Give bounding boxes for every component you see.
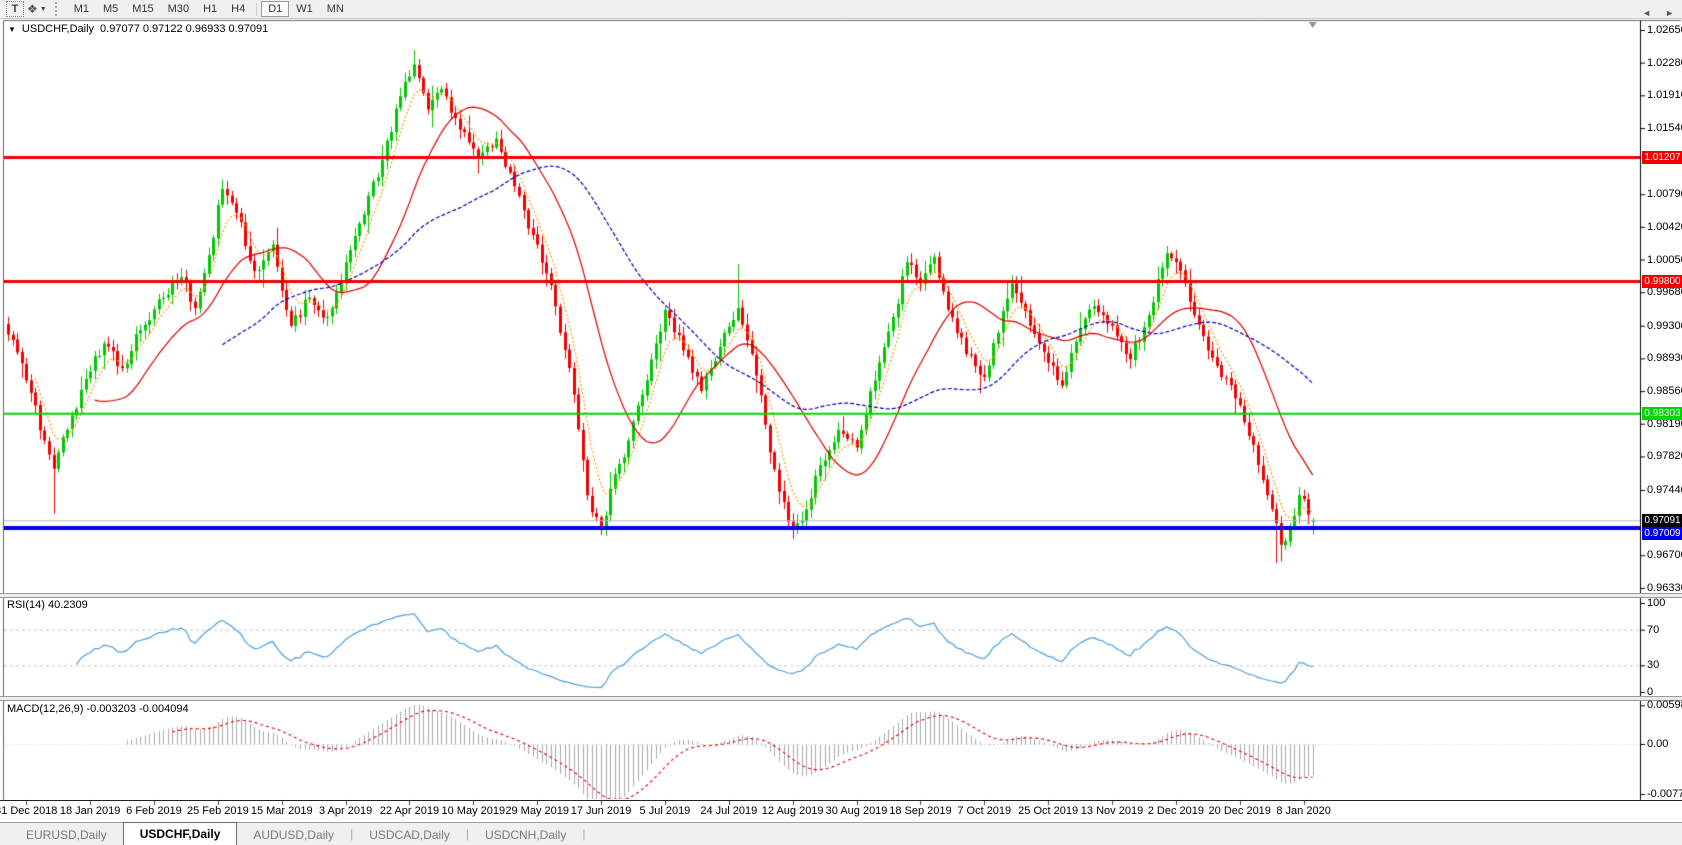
- ohlc-quote: 0.97077 0.97122 0.96933 0.97091: [100, 23, 269, 35]
- arrow-objects-button[interactable]: ❖ ▼: [26, 1, 48, 17]
- date-tick-label: 10 May 2019: [441, 805, 506, 817]
- macd-indicator-label: MACD(12,26,9) -0.003203 -0.004094: [7, 703, 189, 715]
- diamond-arrows-icon: ❖: [27, 2, 38, 16]
- timeframe-button-h4[interactable]: H4: [231, 3, 246, 15]
- price-tick-label: 1.00790: [1647, 188, 1682, 201]
- date-tick-label: 8 Jan 2020: [1276, 805, 1331, 817]
- date-tick-label: 24 Jul 2019: [700, 805, 758, 817]
- date-tick-label: 20 Dec 2019: [1208, 805, 1271, 817]
- date-tick-label: 25 Feb 2019: [186, 805, 249, 817]
- price-tick-label: 1.00420: [1647, 220, 1682, 233]
- panel-splitter-macd[interactable]: [0, 696, 1682, 701]
- rsi-indicator-label: RSI(14) 40.2309: [7, 599, 88, 611]
- timeframe-button-m5[interactable]: M5: [102, 3, 119, 15]
- date-tick-label: 31 Dec 2018: [0, 805, 58, 817]
- collapse-arrow-icon[interactable]: ▼: [8, 24, 16, 34]
- price-tick-label: 1.02650: [1647, 24, 1682, 36]
- date-tick-label: 15 Mar 2019: [250, 805, 313, 817]
- date-tick-label: 25 Oct 2019: [1018, 805, 1079, 817]
- macd-tick-label: 0.005986: [1647, 699, 1682, 712]
- timeframe-button-mn[interactable]: MN: [326, 3, 344, 15]
- date-tick-label: 18 Jan 2019: [59, 805, 121, 817]
- date-tick-label: 29 May 2019: [505, 805, 569, 817]
- panel-splitter-rsi[interactable]: [0, 593, 1682, 598]
- tab-separator: |: [465, 827, 469, 841]
- chart-tab-audusd[interactable]: AUDUSD,Daily: [253, 827, 335, 842]
- tab-scroll-left-icon[interactable]: ◄: [1642, 8, 1652, 18]
- date-tick-label: 22 Apr 2019: [379, 805, 440, 817]
- price-tick-label: 1.02280: [1647, 56, 1682, 69]
- tab-scroll-right-icon[interactable]: ►: [1665, 8, 1674, 18]
- chart-tab-bar: EURUSD,Daily USDCHF,Daily AUDUSD,Daily | USD…: [0, 822, 1682, 845]
- date-tick-label: 7 Oct 2019: [957, 805, 1012, 817]
- chart-tab-eurusd[interactable]: EURUSD,Daily: [26, 827, 107, 842]
- tab-scroll-buttons: ◄ ►: [1642, 8, 1674, 18]
- timeframe-button-h1[interactable]: H1: [203, 3, 218, 15]
- rsi-tick-label: 30: [1647, 659, 1660, 672]
- date-tick-label: 30 Aug 2019: [825, 805, 888, 817]
- rsi-tick-label: 0: [1647, 686, 1654, 698]
- price-tick-label: 1.01540: [1647, 121, 1682, 134]
- price-level-tag: 0.99800: [1642, 275, 1682, 289]
- date-tick-label: 2 Dec 2019: [1147, 805, 1204, 817]
- date-tick-label: 3 Apr 2019: [318, 805, 373, 817]
- chart-tab-usdcad[interactable]: USDCAD,Daily: [369, 827, 450, 842]
- timeframe-button-m30[interactable]: M30: [167, 3, 190, 15]
- date-tick-label: 13 Nov 2019: [1080, 805, 1144, 817]
- price-level-tag: 0.97009: [1642, 527, 1682, 541]
- date-tick-label: 18 Sep 2019: [889, 805, 952, 817]
- timeframe-button-group: M1 M5 M15 M30 H1 H4 D1 W1 MN: [67, 1, 351, 17]
- price-tick-label: 0.96330: [1647, 581, 1682, 594]
- date-tick-label: 6 Feb 2019: [126, 805, 182, 817]
- price-level-tag: 0.97091: [1642, 514, 1682, 528]
- dropdown-caret-icon: ▼: [39, 5, 47, 13]
- rsi-tick-label: 70: [1647, 623, 1660, 636]
- tab-separator: |: [582, 827, 586, 841]
- chart-tab-usdcnh[interactable]: USDCNH,Daily: [485, 827, 567, 842]
- timeframe-button-d1[interactable]: D1: [261, 1, 290, 17]
- date-tick-label: 5 Jul 2019: [639, 805, 691, 817]
- price-level-tag: 1.01207: [1642, 150, 1682, 164]
- timeframe-button-m1[interactable]: M1: [73, 3, 89, 15]
- timeframe-button-w1[interactable]: W1: [296, 3, 313, 15]
- symbol-title: USDCHF,Daily: [21, 23, 95, 35]
- text-label-tool-button[interactable]: T: [6, 1, 24, 17]
- macd-tick-label: -0.007733: [1647, 788, 1682, 801]
- toolbar-grip: [54, 2, 60, 16]
- chart-tab-usdchf[interactable]: USDCHF,Daily: [122, 822, 238, 845]
- timeframe-button-m15[interactable]: M15: [132, 3, 154, 15]
- tab-separator: |: [350, 827, 354, 841]
- chart-bottom-border: [0, 800, 1682, 801]
- date-tick-label: 17 Jun 2019: [570, 805, 632, 817]
- macd-tick-label: 0.00: [1647, 738, 1669, 750]
- toolbar-separator: [256, 2, 258, 16]
- chart-title: ▼ USDCHF,Daily 0.97077 0.97122 0.96933 0…: [8, 23, 268, 35]
- price-level-tag: 0.98303: [1642, 407, 1682, 421]
- rsi-tick-label: 100: [1647, 597, 1666, 609]
- date-tick-label: 12 Aug 2019: [761, 805, 824, 817]
- toolbar: T ❖ ▼ M1 M5 M15 M30 H1 H4 D1 W1 MN: [0, 0, 1682, 19]
